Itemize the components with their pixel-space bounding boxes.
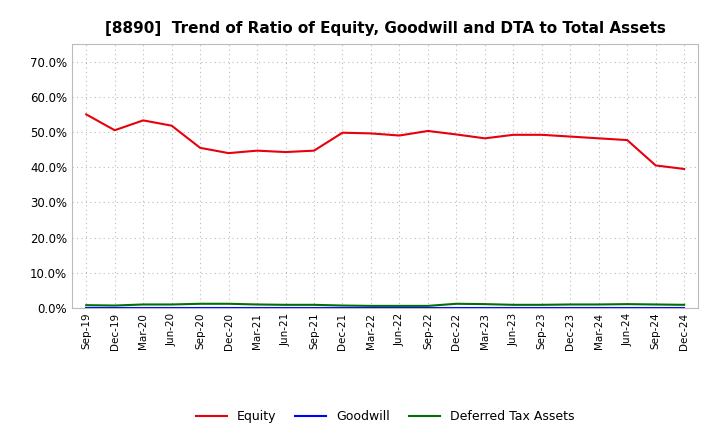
Goodwill: [423, 305, 432, 311]
Deferred Tax Assets: [253, 302, 261, 307]
Equity: [139, 118, 148, 123]
Line: Deferred Tax Assets: Deferred Tax Assets: [86, 304, 684, 306]
Deferred Tax Assets: [509, 302, 518, 308]
Deferred Tax Assets: [480, 301, 489, 307]
Deferred Tax Assets: [310, 302, 318, 308]
Goodwill: [139, 305, 148, 311]
Deferred Tax Assets: [680, 302, 688, 308]
Deferred Tax Assets: [338, 303, 347, 308]
Goodwill: [595, 305, 603, 311]
Equity: [282, 150, 290, 155]
Equity: [196, 145, 204, 150]
Goodwill: [167, 305, 176, 311]
Legend: Equity, Goodwill, Deferred Tax Assets: Equity, Goodwill, Deferred Tax Assets: [191, 406, 580, 429]
Goodwill: [282, 305, 290, 311]
Goodwill: [225, 305, 233, 311]
Goodwill: [680, 305, 688, 311]
Deferred Tax Assets: [537, 302, 546, 308]
Goodwill: [537, 305, 546, 311]
Goodwill: [652, 305, 660, 311]
Equity: [310, 148, 318, 153]
Deferred Tax Assets: [282, 302, 290, 308]
Equity: [452, 132, 461, 137]
Goodwill: [310, 305, 318, 311]
Line: Equity: Equity: [86, 114, 684, 169]
Equity: [395, 133, 404, 138]
Deferred Tax Assets: [395, 303, 404, 308]
Goodwill: [623, 305, 631, 311]
Goodwill: [509, 305, 518, 311]
Goodwill: [338, 305, 347, 311]
Deferred Tax Assets: [110, 303, 119, 308]
Goodwill: [395, 305, 404, 311]
Deferred Tax Assets: [82, 303, 91, 308]
Equity: [509, 132, 518, 137]
Deferred Tax Assets: [566, 302, 575, 307]
Deferred Tax Assets: [652, 302, 660, 307]
Equity: [82, 112, 91, 117]
Deferred Tax Assets: [139, 302, 148, 307]
Deferred Tax Assets: [366, 303, 375, 308]
Equity: [566, 134, 575, 139]
Equity: [623, 137, 631, 143]
Goodwill: [196, 305, 204, 311]
Equity: [110, 128, 119, 133]
Equity: [225, 150, 233, 156]
Goodwill: [366, 305, 375, 311]
Goodwill: [82, 305, 91, 311]
Equity: [366, 131, 375, 136]
Deferred Tax Assets: [595, 302, 603, 307]
Equity: [595, 136, 603, 141]
Deferred Tax Assets: [623, 301, 631, 307]
Equity: [480, 136, 489, 141]
Goodwill: [110, 305, 119, 311]
Deferred Tax Assets: [423, 303, 432, 308]
Equity: [338, 130, 347, 136]
Goodwill: [452, 305, 461, 311]
Goodwill: [566, 305, 575, 311]
Equity: [537, 132, 546, 137]
Equity: [652, 163, 660, 168]
Goodwill: [480, 305, 489, 311]
Title: [8890]  Trend of Ratio of Equity, Goodwill and DTA to Total Assets: [8890] Trend of Ratio of Equity, Goodwil…: [105, 21, 665, 36]
Equity: [253, 148, 261, 153]
Deferred Tax Assets: [452, 301, 461, 306]
Equity: [423, 128, 432, 134]
Deferred Tax Assets: [167, 302, 176, 307]
Equity: [167, 123, 176, 128]
Deferred Tax Assets: [225, 301, 233, 306]
Deferred Tax Assets: [196, 301, 204, 306]
Goodwill: [253, 305, 261, 311]
Equity: [680, 166, 688, 172]
